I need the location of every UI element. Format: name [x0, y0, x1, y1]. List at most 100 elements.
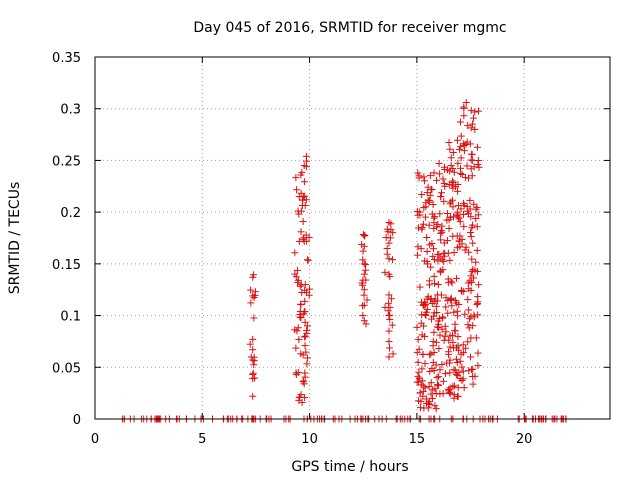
data-point [385, 344, 393, 352]
data-point [462, 243, 470, 251]
data-point [298, 398, 306, 406]
data-point [440, 179, 448, 187]
data-point [414, 224, 422, 232]
data-point [438, 189, 446, 197]
data-point [458, 376, 466, 384]
data-point [417, 319, 425, 327]
data-point [301, 342, 309, 350]
data-point [423, 305, 431, 313]
data-point [449, 177, 457, 185]
data-point [294, 324, 302, 332]
data-point [299, 217, 307, 225]
data-point [429, 252, 437, 260]
data-point [456, 218, 464, 226]
data-point [450, 213, 458, 221]
data-point [422, 199, 430, 207]
y-tick-label: 0.3 [60, 103, 81, 118]
data-point [470, 200, 478, 208]
data-point [429, 200, 437, 208]
data-point [300, 162, 308, 170]
data-point [435, 250, 443, 258]
data-point [433, 309, 441, 317]
data-point [461, 174, 469, 182]
data-point [247, 286, 255, 294]
data-point [384, 299, 392, 307]
data-point [302, 152, 310, 160]
data-point [438, 222, 446, 230]
data-point [461, 310, 469, 318]
data-point [423, 189, 431, 197]
data-point [434, 297, 442, 305]
data-point [360, 286, 368, 294]
data-point [436, 366, 444, 374]
data-point [435, 373, 443, 381]
data-point [301, 281, 309, 289]
data-point [429, 337, 437, 345]
data-point [389, 229, 397, 237]
data-point [452, 370, 460, 378]
data-point [442, 328, 450, 336]
data-point [471, 108, 479, 116]
data-point [298, 289, 306, 297]
data-point [419, 220, 427, 228]
plot-frame [94, 56, 611, 420]
data-point [473, 143, 481, 151]
data-point [435, 345, 443, 353]
data-point [360, 242, 368, 250]
y-axis-title: SRMTID / TECUs [7, 182, 23, 295]
data-point [450, 249, 458, 257]
data-point [435, 159, 443, 167]
data-point [451, 320, 459, 328]
data-point [427, 295, 435, 303]
data-point [454, 181, 462, 189]
data-point [306, 285, 314, 293]
data-point [457, 286, 465, 294]
data-point [430, 328, 438, 336]
y-tick-label: 0.1 [60, 310, 81, 325]
data-point [381, 268, 389, 276]
data-point [362, 320, 370, 328]
data-point [446, 384, 454, 392]
data-point [446, 256, 454, 264]
data-point [422, 213, 430, 221]
data-point [388, 321, 396, 329]
data-point [385, 327, 393, 335]
data-point [460, 103, 468, 111]
data-point [421, 384, 429, 392]
data-point [425, 221, 433, 229]
data-point [423, 234, 431, 242]
data-point [386, 234, 394, 242]
data-point [300, 178, 308, 186]
data-point [448, 302, 456, 310]
data-point [423, 248, 431, 256]
data-point [416, 404, 424, 412]
data-point [299, 351, 307, 359]
chart-title: Day 045 of 2016, SRMTID for receiver mgm… [193, 20, 506, 36]
data-point [292, 174, 300, 182]
data-point [297, 314, 305, 322]
data-point [421, 301, 429, 309]
data-point [450, 394, 458, 402]
data-point [425, 197, 433, 205]
data-point [435, 315, 443, 323]
data-point [454, 187, 462, 195]
data-point [291, 326, 299, 334]
data-point [455, 346, 463, 354]
data-point [294, 276, 302, 284]
data-point [456, 357, 464, 365]
data-point [434, 381, 442, 389]
data-point [426, 400, 434, 408]
data-point [471, 125, 479, 133]
data-point [469, 380, 477, 388]
data-point [301, 369, 309, 377]
data-point [250, 314, 258, 322]
data-point [464, 296, 472, 304]
data-point [430, 214, 438, 222]
data-point [427, 379, 435, 387]
data-point [446, 145, 454, 153]
y-tick-label: 0.15 [52, 258, 81, 273]
data-point [446, 200, 454, 208]
data-point [249, 375, 257, 383]
data-point [437, 193, 445, 201]
data-point [303, 360, 311, 368]
